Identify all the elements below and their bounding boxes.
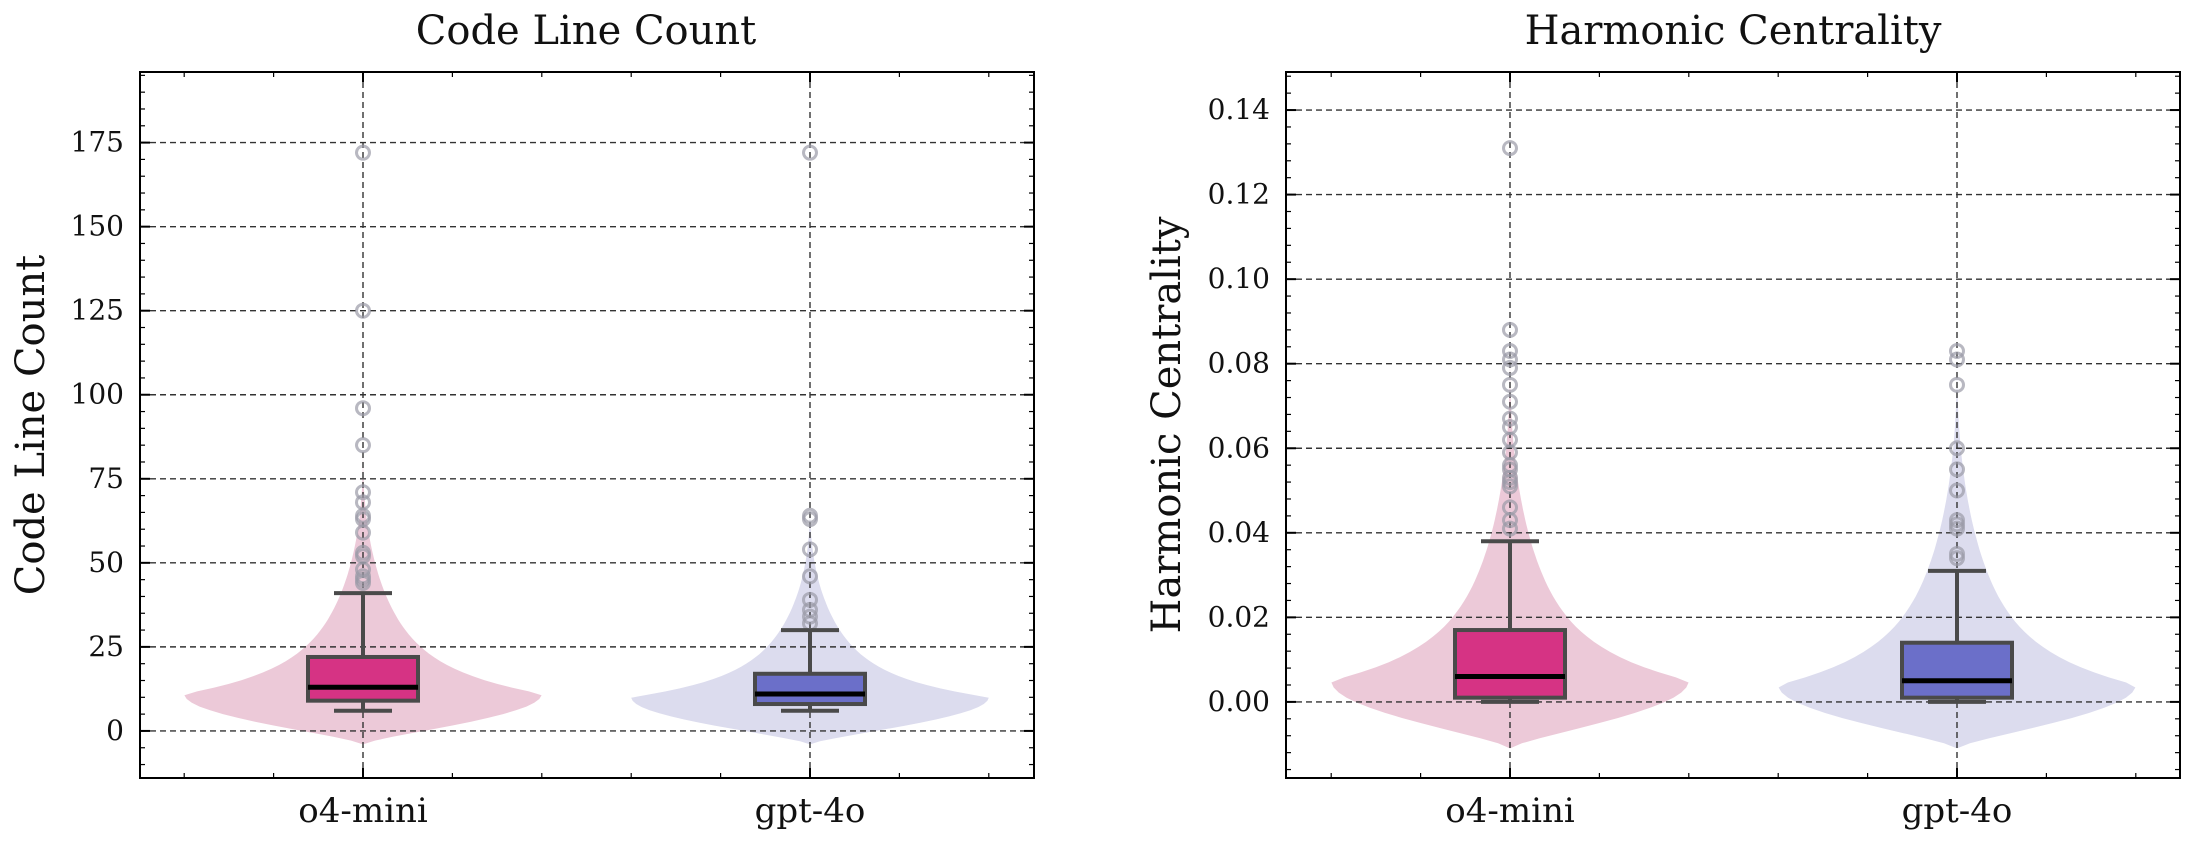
ytick-label-3: 0.06: [1208, 431, 1270, 464]
outlier-o4-mini-18: [1502, 140, 1518, 157]
panel1-plot: 0 25 50 75 100 125 150 175: [71, 71, 1035, 779]
violin-gpt-4o: [631, 495, 989, 745]
ytick-label-1: 25: [88, 630, 124, 663]
ytick-label-3: 75: [88, 462, 124, 495]
outlier-gpt-4o-7: [1949, 440, 1965, 457]
ytick-label-2: 50: [88, 546, 124, 579]
outlier-gpt-4o-4: [1949, 512, 1965, 529]
outlier-gpt-4o-10: [1949, 343, 1965, 360]
outlier-o4-mini-10: [355, 484, 371, 501]
outlier-gpt-4o-8: [802, 144, 818, 161]
outlier-gpt-4o-5: [1949, 482, 1965, 499]
panel2-title: Harmonic Centrality: [1525, 8, 1942, 54]
ytick-label-5: 125: [71, 294, 124, 327]
ytick-label-2: 0.04: [1208, 516, 1270, 549]
ytick-label-4: 0.08: [1208, 347, 1270, 380]
outlier-o4-mini-15: [1502, 351, 1518, 368]
outlier-gpt-4o-7: [802, 507, 818, 524]
outlier-gpt-4o-1: [802, 608, 818, 625]
panel1-title: Code Line Count: [416, 8, 756, 54]
outlier-o4-mini-2: [355, 568, 371, 585]
outlier-gpt-4o-8: [1949, 376, 1965, 393]
ytick-label-0: 0.00: [1208, 685, 1270, 718]
ytick-label-0: 0: [106, 714, 124, 747]
panel2-ylabel: Harmonic Centrality: [1144, 216, 1190, 633]
outlier-o4-mini-12: [1502, 393, 1518, 410]
outlier-gpt-4o-6: [1949, 461, 1965, 478]
ytick-label-7: 0.14: [1208, 93, 1270, 126]
outlier-o4-mini-0: [1502, 520, 1518, 537]
panel2-plot: 0.00 0.02 0.04 0.06 0.08 0.10 0.12 0.14: [1208, 71, 2181, 779]
ytick-label-1: 0.02: [1208, 600, 1270, 633]
ytick-label-6: 150: [71, 210, 124, 243]
outlier-o4-mini-13: [355, 302, 371, 319]
outlier-gpt-4o-4: [802, 568, 818, 585]
panel2-xtick-o4-mini: o4-mini: [1445, 791, 1575, 831]
outlier-o4-mini-12: [355, 400, 371, 417]
outlier-o4-mini-13: [1502, 376, 1518, 393]
outlier-o4-mini-5: [355, 544, 371, 561]
ytick-label-5: 0.10: [1208, 262, 1270, 295]
outlier-o4-mini-14: [355, 144, 371, 161]
ytick-label-7: 175: [71, 126, 124, 159]
box-o4-mini: [306, 654, 420, 703]
panel1-ylabel: Code Line Count: [8, 255, 54, 595]
outlier-gpt-4o-3: [802, 591, 818, 608]
outlier-gpt-4o-5: [802, 541, 818, 558]
panel1-xtick-gpt-4o: gpt-4o: [755, 791, 866, 831]
ytick-label-6: 0.12: [1208, 178, 1270, 211]
box-gpt-4o: [753, 671, 867, 707]
outlier-gpt-4o-9: [1949, 351, 1965, 368]
axes-frame: [1285, 71, 2181, 779]
outlier-gpt-4o-2: [802, 601, 818, 618]
outlier-o4-mini-16: [1502, 343, 1518, 360]
box-o4-mini: [1453, 628, 1567, 700]
outlier-o4-mini-14: [1502, 359, 1518, 376]
outlier-gpt-4o-1: [1949, 545, 1965, 562]
outlier-o4-mini-11: [355, 437, 371, 454]
outlier-o4-mini-9: [355, 494, 371, 511]
ytick-label-4: 100: [71, 378, 124, 411]
axes-frame: [139, 71, 1035, 779]
panel1-xtick-o4-mini: o4-mini: [298, 791, 428, 831]
panel2-xtick-gpt-4o: gpt-4o: [1902, 791, 2013, 831]
outlier-o4-mini-2: [1502, 499, 1518, 516]
outlier-o4-mini-17: [1502, 321, 1518, 338]
outlier-o4-mini-10: [1502, 419, 1518, 436]
box-gpt-4o: [1900, 640, 2014, 700]
outlier-o4-mini-11: [1502, 410, 1518, 427]
